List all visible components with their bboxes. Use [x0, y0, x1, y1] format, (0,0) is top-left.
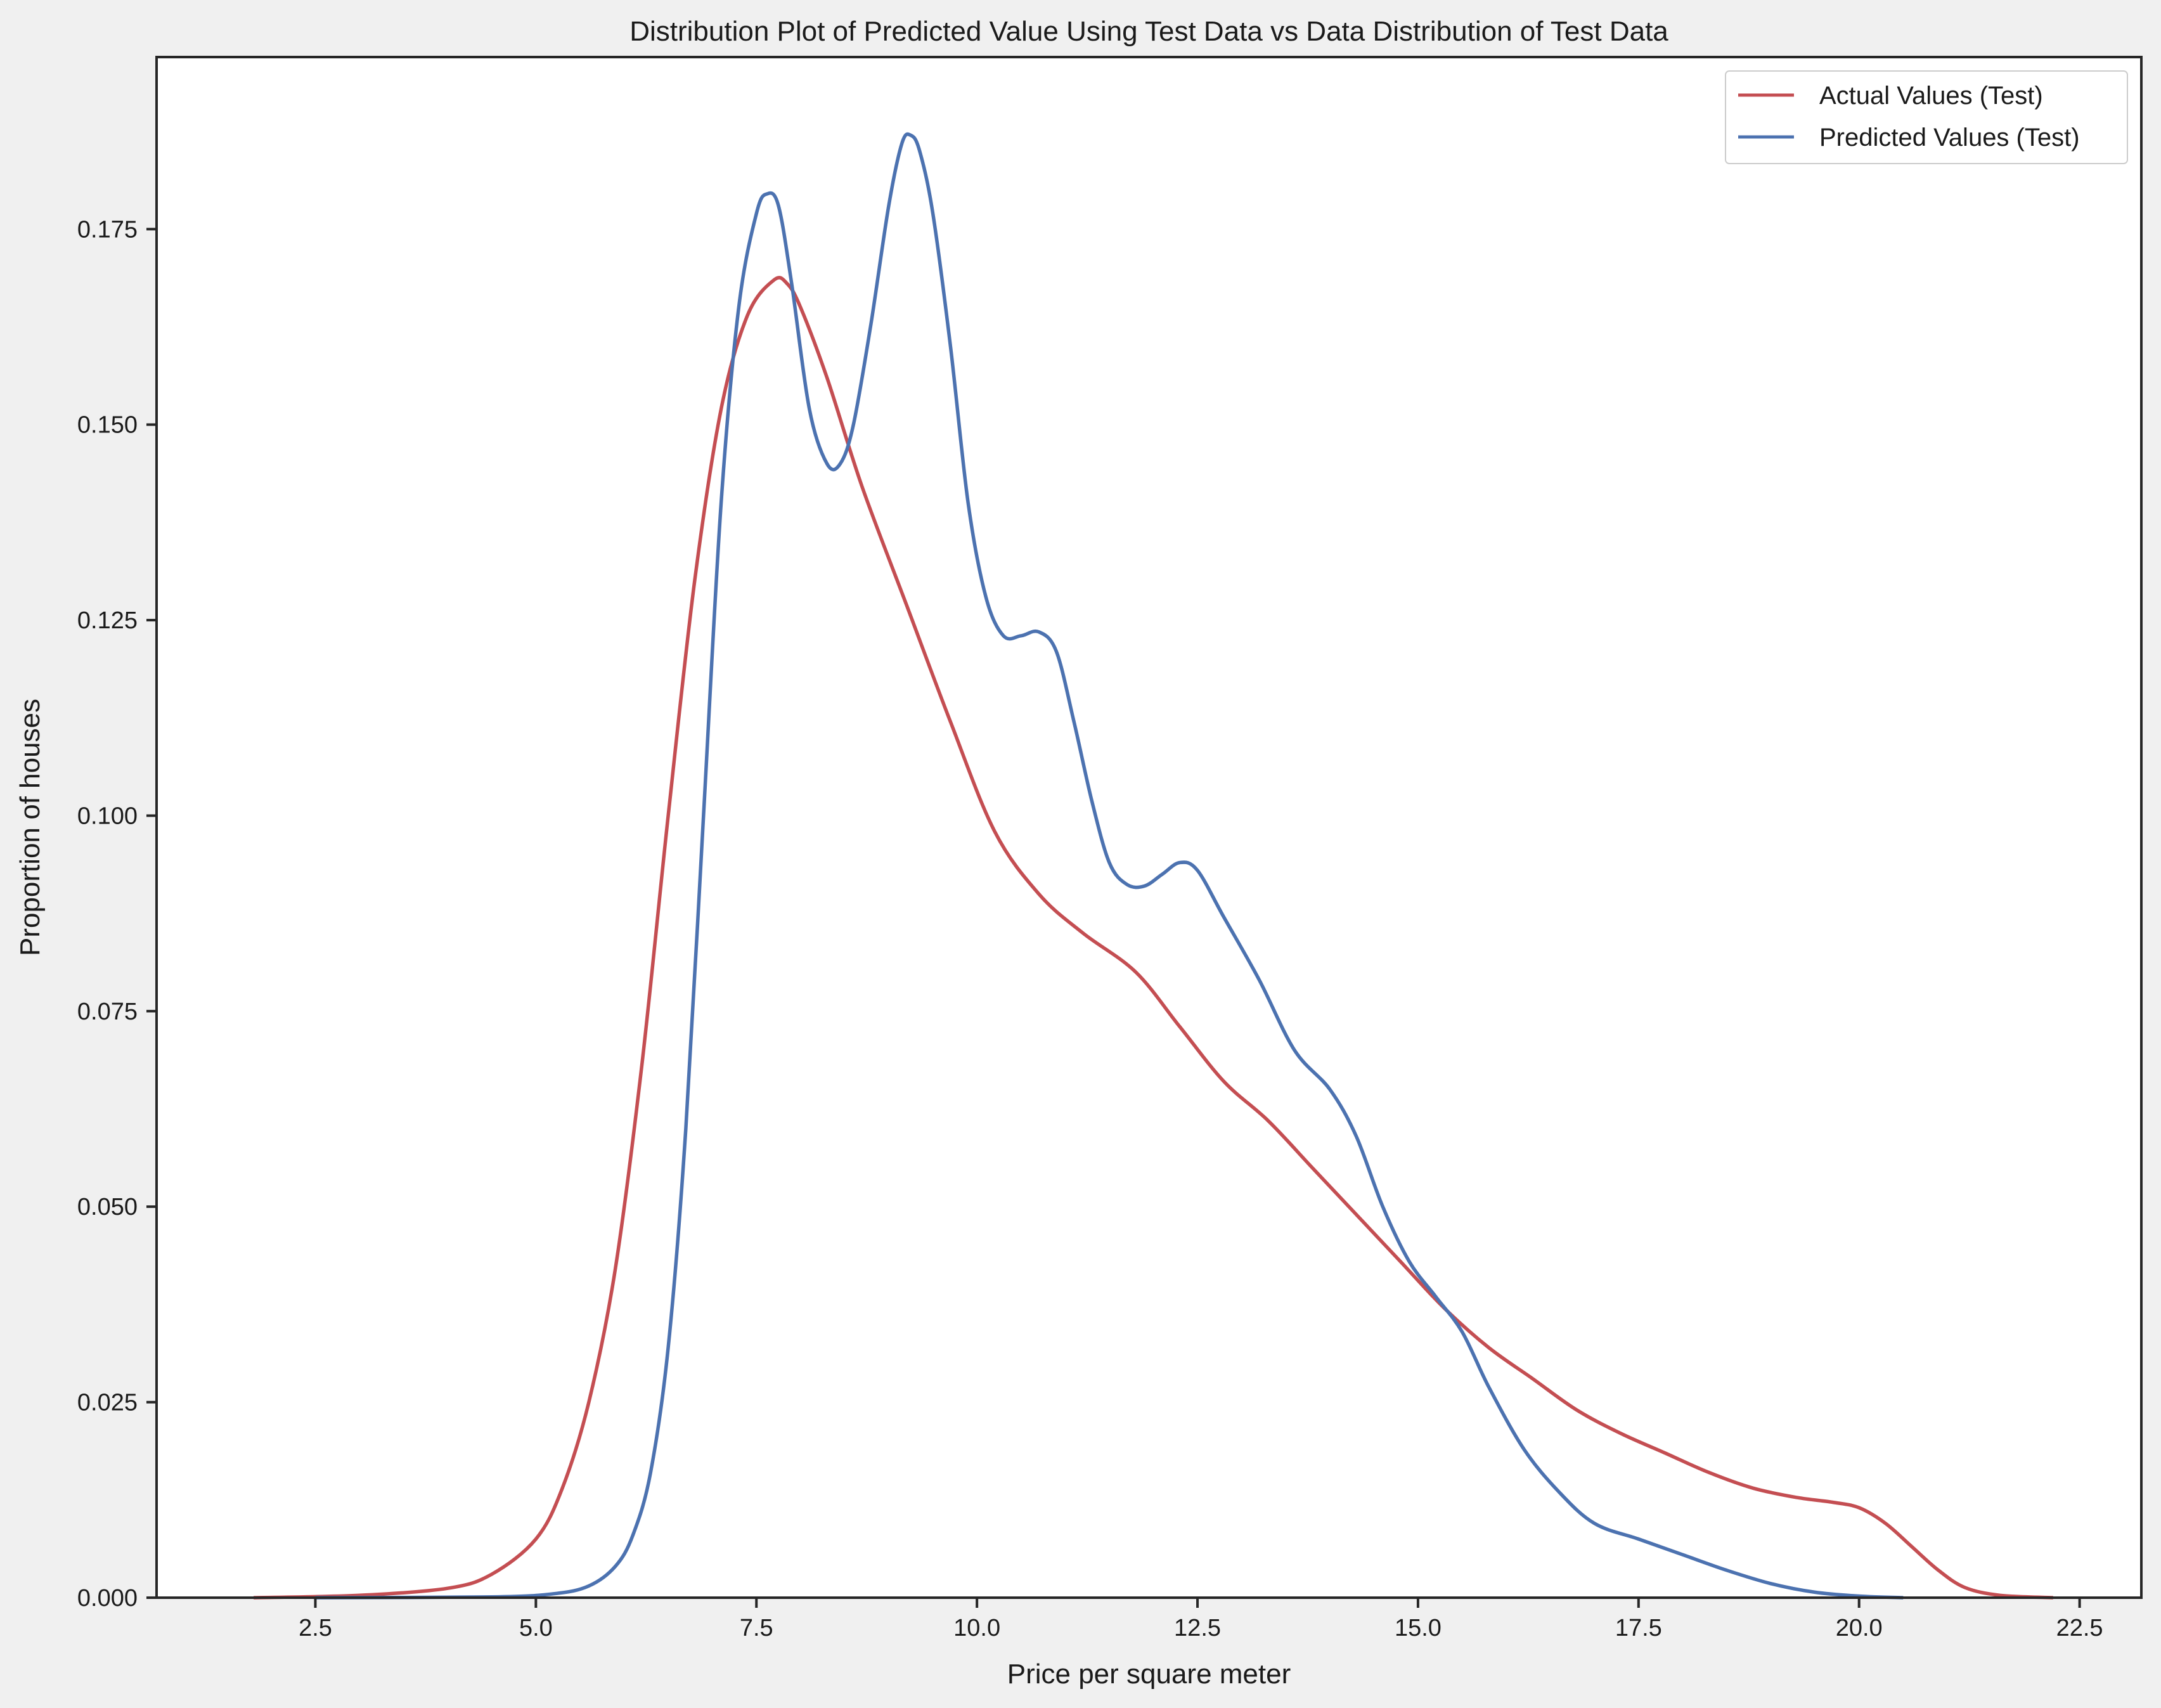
y-axis-ticks: 0.000 0.025 0.050 0.075 0.100 0.125 0.150 0.175 [77, 216, 157, 1612]
x-axis-label: Price per square meter [1007, 1659, 1291, 1690]
y-tick-label: 0.100 [77, 803, 138, 829]
series-layer [254, 132, 2053, 1600]
y-axis-label: Proportion of houses [15, 699, 46, 956]
y-tick-label: 0.000 [77, 1585, 138, 1612]
legend-label-actual: Actual Values (Test) [1819, 82, 2043, 110]
x-tick-label: 20.0 [1836, 1615, 1883, 1641]
plot-area [157, 57, 2141, 1598]
y-tick-label: 0.025 [77, 1390, 138, 1416]
chart-title: Distribution Plot of Predicted Value Usi… [629, 16, 1668, 47]
x-tick-label: 7.5 [740, 1615, 773, 1641]
x-tick-label: 2.5 [299, 1615, 332, 1641]
x-tick-label: 10.0 [953, 1615, 1000, 1641]
series-line-1 [315, 132, 1904, 1600]
legend-box [1725, 70, 2128, 164]
x-axis-ticks: 2.5 5.0 7.5 10.0 12.5 15.0 17.5 20.0 22.5 [299, 1598, 2103, 1641]
x-tick-label: 5.0 [519, 1615, 553, 1641]
series-line-0 [254, 276, 2053, 1600]
legend-label-predicted: Predicted Values (Test) [1819, 124, 2080, 152]
y-tick-label: 0.075 [77, 999, 138, 1025]
y-tick-label: 0.175 [77, 216, 138, 243]
legend: Actual Values (Test) Predicted Values (T… [1725, 70, 2128, 164]
x-tick-label: 12.5 [1174, 1615, 1221, 1641]
y-tick-label: 0.125 [77, 607, 138, 634]
plot-frame [155, 56, 2143, 1599]
x-tick-label: 22.5 [2056, 1615, 2103, 1641]
y-tick-label: 0.150 [77, 412, 138, 439]
y-tick-label: 0.050 [77, 1194, 138, 1220]
x-tick-label: 17.5 [1615, 1615, 1662, 1641]
x-tick-label: 15.0 [1395, 1615, 1442, 1641]
